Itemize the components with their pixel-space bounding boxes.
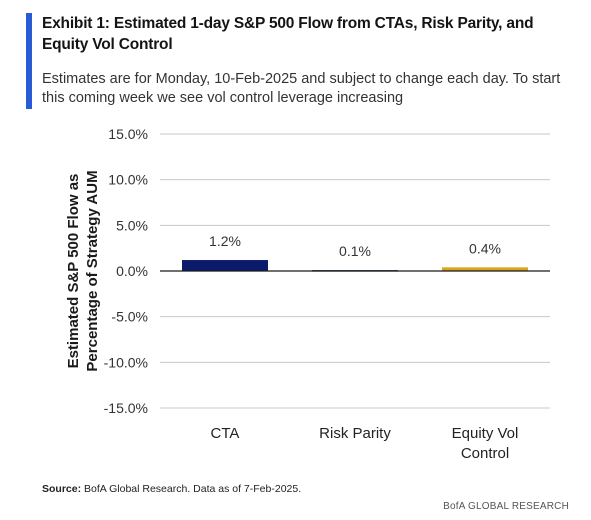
x-category-label: CTA bbox=[211, 425, 240, 442]
x-category-label-line: Risk Parity bbox=[319, 425, 391, 442]
y-tick-label: -10.0% bbox=[104, 354, 148, 370]
x-category-label: Equity Vol Control bbox=[452, 425, 519, 462]
bar bbox=[182, 260, 268, 271]
exhibit-title: Exhibit 1: Estimated 1-day S&P 500 Flow … bbox=[42, 15, 534, 53]
exhibit-subtitle: Estimates are for Monday, 10-Feb-2025 an… bbox=[42, 71, 561, 106]
data-label: 1.2% bbox=[209, 233, 241, 249]
data-label: 0.1% bbox=[339, 243, 371, 259]
data-label: 0.4% bbox=[469, 240, 501, 256]
source-note: Source: BofA Global Research. Data as of… bbox=[42, 483, 301, 495]
source-label: Source: bbox=[42, 483, 82, 495]
y-axis-label-line: Percentage of Strategy AUM bbox=[84, 170, 101, 371]
y-axis-label: Estimated S&P 500 Flow as Percentage of S… bbox=[65, 170, 101, 371]
brand-footer: BofA GLOBAL RESEARCH bbox=[443, 501, 569, 512]
y-tick-label: -15.0% bbox=[104, 400, 148, 416]
x-category-label-line: Equity Vol bbox=[452, 425, 519, 442]
y-tick-label: 15.0% bbox=[108, 126, 148, 142]
x-category-label-line: CTA bbox=[211, 425, 240, 442]
y-tick-label: 10.0% bbox=[108, 172, 148, 188]
source-text: BofA Global Research. Data as of 7-Feb-2… bbox=[81, 483, 302, 495]
y-axis-label-line: Estimated S&P 500 Flow as bbox=[65, 174, 82, 369]
bar-chart: 15.0% 10.0% 5.0% 0.0% -5.0% -10.0% -15.0% 1.2% C… bbox=[65, 126, 550, 462]
title-accent-bar bbox=[26, 13, 32, 109]
y-tick-label: -5.0% bbox=[111, 309, 148, 325]
bar bbox=[442, 267, 528, 271]
x-category-label-line: Control bbox=[461, 445, 509, 462]
y-tick-label: 0.0% bbox=[116, 263, 148, 279]
y-tick-label: 5.0% bbox=[116, 217, 148, 233]
x-category-label: Risk Parity bbox=[319, 425, 391, 442]
